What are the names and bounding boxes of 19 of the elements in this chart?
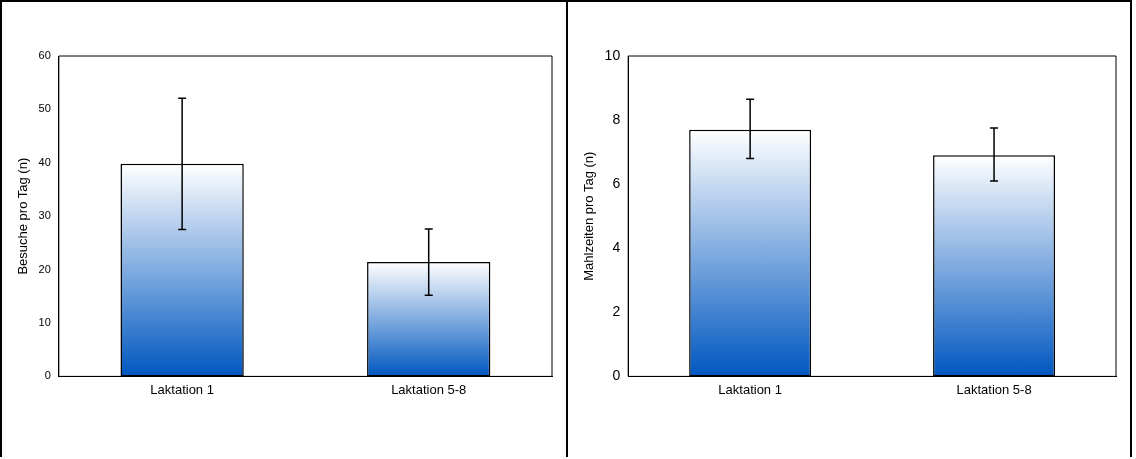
y-tick-label: 0 [612,367,621,384]
y-tick-label: 20 [38,262,51,275]
y-axis-title: Mahlzeiten pro Tag (n) [581,151,597,281]
x-tick-label: Laktation 5-8 [956,381,1032,397]
y-tick-label: 6 [612,175,621,192]
y-tick-label: 8 [612,110,621,127]
y-tick-label: 40 [38,155,51,168]
x-tick-label: Laktation 1 [150,381,214,397]
y-tick-label: 4 [612,239,621,256]
y-tick-label: 10 [604,46,621,63]
y-tick-label: 60 [38,49,51,62]
x-tick-label: Laktation 1 [718,381,782,397]
y-tick-label: 2 [612,303,621,320]
y-tick-label: 10 [38,316,51,329]
y-tick-label: 0 [44,369,51,382]
y-tick-label: 50 [38,102,51,115]
y-axis-title: Besuche pro Tag (n) [15,157,31,275]
y-tick-label: 30 [38,209,51,222]
x-tick-label: Laktation 5-8 [391,381,467,397]
